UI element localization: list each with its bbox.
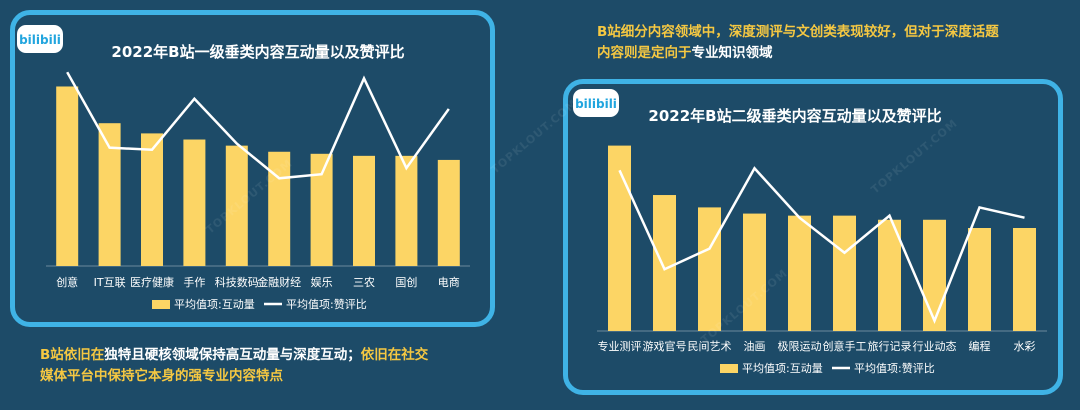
bar — [608, 145, 631, 331]
bar — [225, 145, 248, 266]
bilibili-logo-icon: bilibili — [17, 25, 63, 53]
x-tick-label: 水彩 — [1014, 340, 1036, 353]
bar — [353, 155, 375, 266]
bar — [56, 86, 79, 266]
bar — [788, 215, 811, 331]
x-tick-label: 极限运动 — [778, 339, 822, 353]
legend-label: 平均值项:互动量 — [174, 298, 255, 311]
chart-panel-2 — [563, 79, 1063, 395]
bar — [98, 123, 121, 266]
x-tick-label: IT互联 — [94, 276, 126, 289]
x-tick-label: 行业动态 — [913, 340, 957, 353]
bar — [878, 219, 901, 331]
caption-bottom-left: B站依旧在独特且硬核领域保持高互动量与深度互动；依旧在社交媒体平台中保持它本身的… — [40, 345, 480, 387]
bar — [653, 195, 676, 331]
chart-title: 2022年B站二级垂类内容互动量以及赞评比 — [648, 107, 941, 125]
bilibili-logo-icon: bilibili — [573, 89, 619, 117]
bar — [395, 155, 418, 266]
bar — [437, 159, 460, 266]
caption-text: 专业知识领域 — [691, 45, 773, 61]
x-tick-label: 创意 — [56, 275, 78, 289]
bar — [968, 228, 991, 331]
caption-text: 媒体平台中保持它本身的强专业内容特点 — [40, 368, 283, 384]
chart-title: 2022年B站一级垂类内容互动量以及赞评比 — [111, 43, 404, 61]
bar — [1013, 228, 1036, 331]
x-tick-label: 编程 — [969, 339, 991, 353]
svg-text:bilibili: bilibili — [575, 97, 617, 111]
bar — [743, 213, 766, 331]
bar — [310, 153, 333, 266]
x-tick-label: 创意手工 — [823, 339, 867, 353]
caption-text: 内容则是定向于 — [597, 45, 692, 61]
x-tick-label: 三农 — [353, 275, 375, 289]
caption-text: 依旧在社交 — [360, 347, 429, 363]
caption-text: 独特且硬核领域保持高互动量与深度互动； — [104, 347, 361, 363]
chart-panel-1 — [10, 10, 495, 327]
x-tick-label: 娱乐 — [311, 275, 333, 289]
bar — [698, 207, 721, 331]
legend-label: 平均值项:赞评比 — [286, 298, 367, 311]
x-tick-label: 医疗健康 — [130, 275, 174, 289]
x-tick-label: 民间艺术 — [688, 340, 732, 353]
x-tick-label: 游戏官号 — [643, 339, 687, 353]
x-tick-label: 手作 — [183, 275, 205, 289]
x-tick-label: 电商 — [438, 275, 460, 289]
x-tick-label: 旅行记录 — [868, 339, 912, 353]
caption-text: B站依旧在 — [40, 347, 105, 363]
legend-swatch-bar — [720, 364, 738, 373]
series-line — [66, 71, 450, 180]
x-tick-label: 油画 — [744, 339, 766, 353]
bar — [833, 215, 856, 331]
x-tick-label: 国创 — [395, 276, 417, 289]
bar — [141, 133, 163, 266]
caption-text: B站细分内容领域中，深度测评与文创类表现较好，但对于深度话题 — [597, 24, 999, 40]
svg-text:bilibili: bilibili — [19, 33, 61, 47]
bar — [268, 151, 291, 266]
x-tick-label: 金融财经 — [257, 275, 301, 289]
caption-top-right: B站细分内容领域中，深度测评与文创类表现较好，但对于深度话题 内容则是定向于专业知… — [597, 22, 1057, 64]
legend-swatch-bar — [152, 300, 170, 309]
series-line — [618, 166, 1025, 324]
legend-label: 平均值项:赞评比 — [854, 362, 935, 375]
legend-label: 平均值项:互动量 — [742, 362, 823, 375]
x-tick-label: 专业测评 — [598, 339, 642, 353]
bar — [923, 219, 946, 331]
x-tick-label: 科技数码 — [215, 275, 259, 289]
bar — [183, 139, 206, 266]
